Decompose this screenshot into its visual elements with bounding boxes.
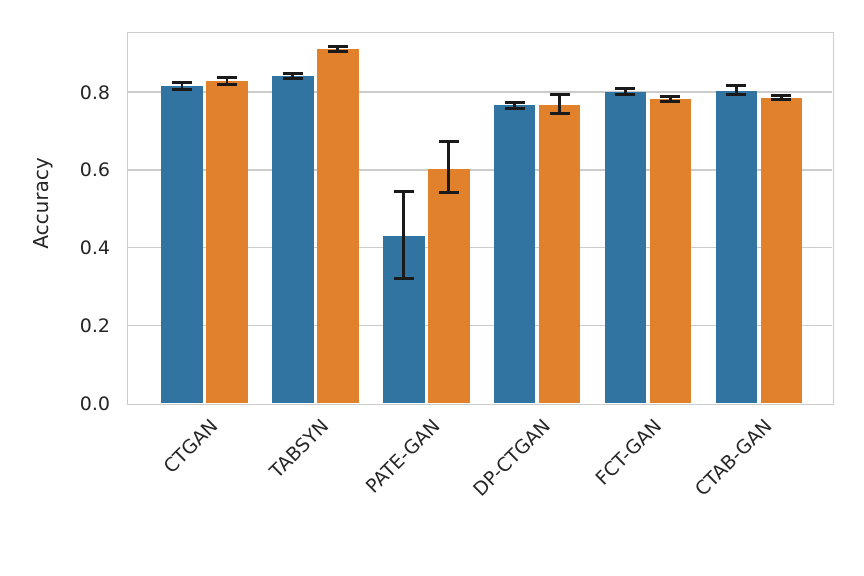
x-tick-label: PATE-GAN (361, 414, 445, 498)
error-bar-cap (771, 98, 792, 102)
error-bar-cap (615, 93, 636, 97)
plot-area (127, 32, 834, 405)
bar-ctab-gan-blue (715, 90, 758, 403)
bar-ctgan-blue (161, 86, 203, 403)
y-tick-label: 0.0 (79, 392, 110, 415)
bar-tabsyn-blue (272, 76, 314, 403)
x-tick-label: DP-CTGAN (469, 414, 556, 501)
error-bar-cap (438, 140, 459, 144)
error-bar-cap (660, 94, 681, 98)
x-tick-label: CTGAN (159, 414, 223, 478)
gridline (128, 324, 832, 327)
error-bar-line (447, 141, 451, 193)
bar-fct-gan-orange (649, 98, 692, 403)
error-bar-cap (504, 106, 525, 110)
error-bar-cap (726, 84, 747, 88)
error-bar-cap (327, 50, 348, 54)
error-bar-line (558, 94, 561, 114)
error-bar-line (291, 73, 295, 79)
error-bar-line (225, 77, 229, 85)
bar-ctgan-orange (206, 81, 248, 403)
error-bar-line (624, 88, 627, 95)
gridline (128, 246, 832, 249)
error-bar-line (402, 191, 406, 279)
error-bar-line (669, 96, 672, 101)
error-bar-cap (172, 88, 192, 92)
error-bar-line (734, 85, 738, 95)
y-tick-label: 0.6 (79, 159, 110, 182)
error-bar-cap (438, 190, 459, 194)
error-bar-cap (172, 80, 192, 84)
y-tick-label: 0.2 (79, 314, 110, 337)
error-bar-cap (660, 99, 681, 103)
error-bar-cap (327, 45, 348, 49)
y-tick-label: 0.8 (79, 81, 110, 104)
bar-dp-ctgan-blue (493, 105, 536, 403)
error-bar-line (180, 82, 184, 90)
y-tick-label: 0.4 (79, 237, 110, 260)
error-bar-cap (726, 93, 747, 97)
bar-dp-ctgan-orange (538, 104, 581, 403)
error-bar-cap (217, 75, 237, 79)
x-tick-label: TABSYN (265, 414, 334, 483)
error-bar-line (513, 102, 516, 108)
error-bar-cap (549, 92, 570, 96)
error-bar-cap (771, 94, 792, 98)
bar-tabsyn-orange (317, 49, 359, 403)
x-tick-label: CTAB-GAN (691, 414, 777, 501)
error-bar-cap (217, 83, 237, 87)
bar-pate-gan-orange (427, 169, 470, 403)
error-bar-cap (393, 277, 414, 281)
error-bar-cap (615, 86, 636, 90)
x-tick-label: FCT-GAN (591, 414, 667, 490)
gridline (128, 91, 832, 93)
error-bar-cap (393, 189, 414, 193)
error-bar-cap (549, 111, 570, 115)
bar-ctab-gan-orange (760, 97, 803, 403)
error-bar-line (779, 95, 783, 100)
error-bar-line (336, 46, 340, 52)
error-bar-cap (504, 100, 525, 104)
bar-fct-gan-blue (604, 91, 647, 403)
gridline (128, 169, 832, 171)
error-bar-cap (282, 71, 303, 75)
error-bar-cap (282, 76, 303, 80)
